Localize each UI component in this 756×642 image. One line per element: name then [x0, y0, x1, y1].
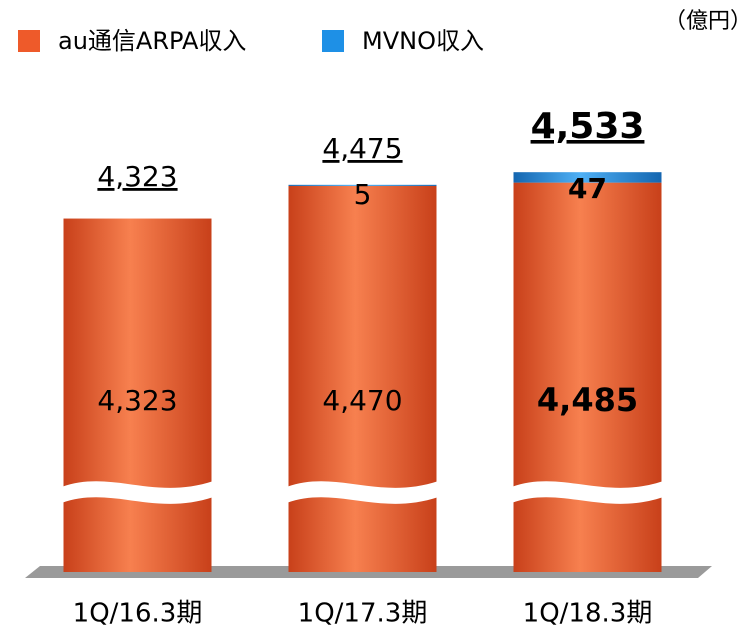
- total-label: 4,475: [322, 132, 402, 165]
- value-label: 4,470: [322, 384, 402, 417]
- x-tick-label: 1Q/18.3期: [523, 599, 653, 629]
- axis-break: [61, 481, 214, 504]
- value-label: 4,323: [97, 384, 177, 417]
- axis-break: [511, 481, 664, 504]
- bar-segment: [63, 218, 212, 572]
- legend-label: MVNO収入: [362, 27, 484, 55]
- legend-label: au通信ARPA収入: [58, 27, 246, 55]
- unit-label: （億円）: [664, 9, 752, 34]
- legend-swatch: [18, 30, 40, 52]
- total-label: 4,323: [97, 160, 177, 193]
- legend-swatch: [322, 30, 344, 52]
- bar-segment: [288, 184, 437, 186]
- value-label: 47: [568, 172, 607, 205]
- axis-break: [286, 481, 439, 504]
- bar-segment: [288, 185, 437, 572]
- x-tick-label: 1Q/16.3期: [73, 599, 203, 629]
- bar-segment: [513, 182, 662, 572]
- total-label: 4,533: [531, 106, 645, 147]
- bar-segment: [513, 172, 662, 183]
- x-tick-label: 1Q/17.3期: [298, 599, 428, 629]
- value-label: 4,485: [537, 381, 638, 419]
- value-label: 5: [354, 178, 372, 211]
